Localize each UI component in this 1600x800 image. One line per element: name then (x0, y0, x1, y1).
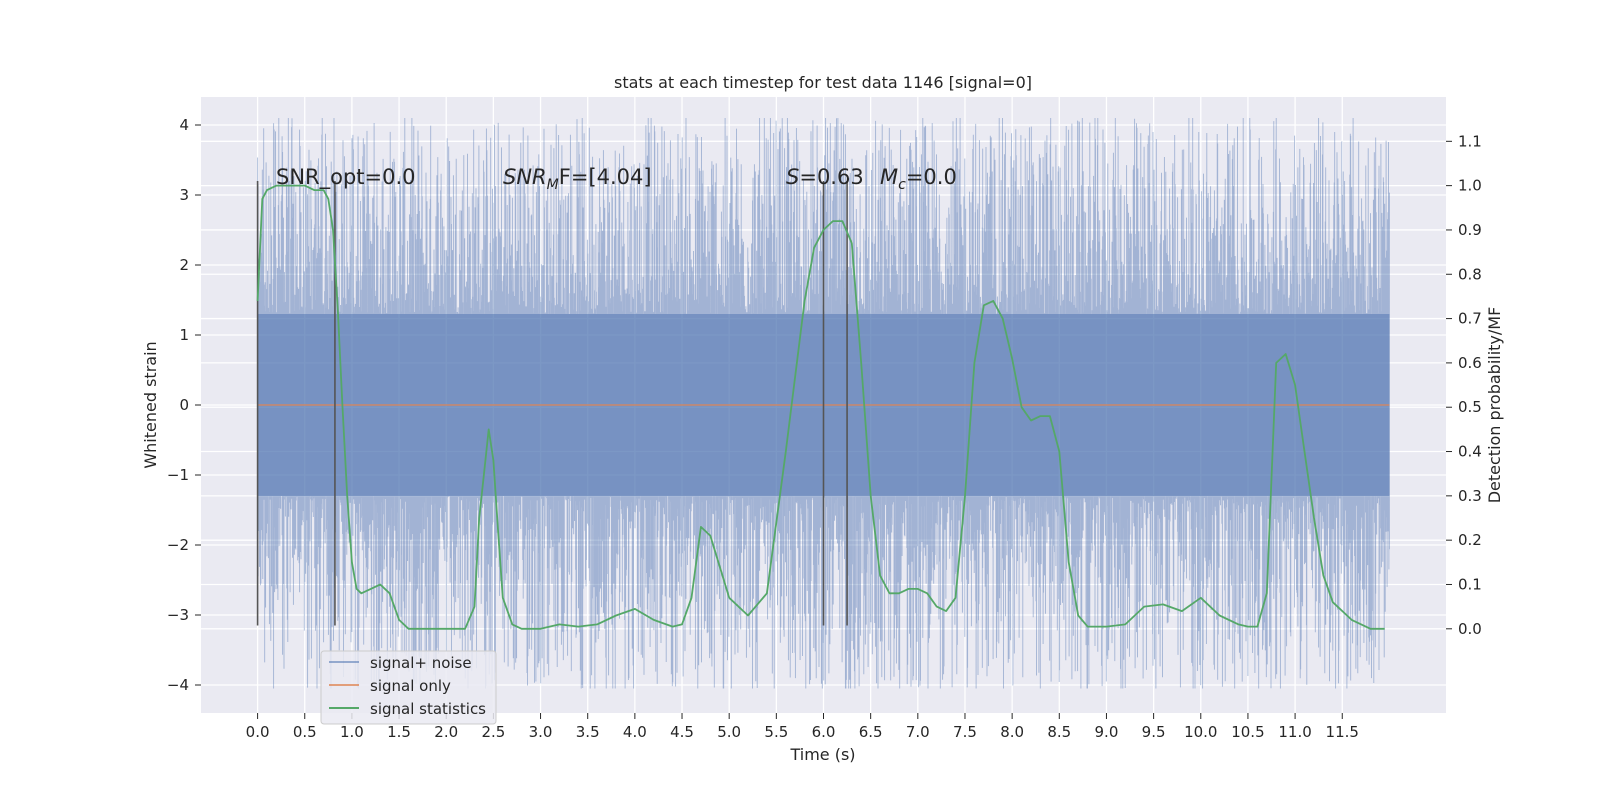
x-tick-label: 10.5 (1231, 723, 1264, 741)
x-tick-label: 9.5 (1142, 723, 1166, 741)
legend-box (320, 650, 497, 725)
signal-statistics-line (256, 184, 1385, 630)
series-signal-statistics (256, 184, 1385, 630)
annotation-mc-base: M (880, 165, 898, 189)
y2-tick-label: 0.2 (1458, 531, 1482, 549)
y2-tick-label: 0.7 (1458, 310, 1482, 328)
legend-label-signal: signal only (370, 677, 451, 695)
y2-tick-label: 1.1 (1458, 132, 1482, 150)
y2-tick-label: 0.8 (1458, 265, 1482, 283)
x-tick-label: 8.0 (1000, 723, 1024, 741)
annotation-mc-sub: c (898, 177, 906, 193)
legend: signal+ noise signal only signal statist… (320, 650, 497, 725)
y2-tick-label: 0.3 (1458, 487, 1482, 505)
y2-tick-label: 0.6 (1458, 354, 1482, 372)
x-tick-label: 3.0 (529, 723, 553, 741)
legend-label-stats: signal statistics (370, 700, 486, 718)
y2-tick-label: 1.0 (1458, 177, 1482, 195)
annotation-snr-opt: SNR_opt=0.0 (276, 165, 416, 190)
x-tick-label: 10.0 (1184, 723, 1217, 741)
y-tick-label: −2 (167, 536, 189, 554)
x-tick-label: 2.0 (434, 723, 458, 741)
y-tick-label: −3 (167, 606, 189, 624)
annotation-snr-mf-base: SNR (503, 165, 547, 189)
annotation-snr-mf-rest: F=[4.04] (559, 165, 652, 189)
x-tick-label: 2.5 (481, 723, 505, 741)
y-tick-label: 4 (179, 116, 189, 134)
x-tick-label: 0.5 (293, 723, 317, 741)
annotation-s-italic: S (786, 165, 799, 189)
x-tick-label: 5.5 (764, 723, 788, 741)
annotation-mc: Mc=0.0 (880, 165, 957, 193)
x-tick-label: 11.0 (1278, 723, 1311, 741)
y2-tick-label: 0.4 (1458, 443, 1482, 461)
x-tick-label: 4.0 (623, 723, 647, 741)
x-tick-label: 1.0 (340, 723, 364, 741)
y2-tick-label: 0.1 (1458, 575, 1482, 593)
legend-label-noise: signal+ noise (370, 654, 472, 672)
y-tick-label: −1 (167, 466, 189, 484)
x-tick-label: 8.5 (1047, 723, 1071, 741)
y-axis-label: Whitened strain (141, 341, 160, 468)
annotation-snr-mf-sub: M (547, 177, 559, 193)
y-tick-label: 2 (179, 256, 189, 274)
y-tick-label: 1 (179, 326, 189, 344)
y2-axis-label: Detection probability/MF (1485, 307, 1504, 504)
chart-title: stats at each timestep for test data 114… (614, 73, 1032, 92)
annotation-s: S=0.63 (786, 165, 864, 189)
annotation-s-rest: =0.63 (799, 165, 863, 189)
x-tick-label: 7.5 (953, 723, 977, 741)
annotation-snr-mf: SNRMF=[4.04] (503, 165, 652, 193)
x-axis-ticks: 0.0 0.5 1.0 1.5 2.0 2.5 3.0 3.5 4.0 4.5 5.0 5.5 6.0 6… (246, 713, 1359, 741)
x-tick-label: 3.5 (576, 723, 600, 741)
y2-tick-label: 0.9 (1458, 221, 1482, 239)
x-tick-label: 6.0 (812, 723, 836, 741)
x-tick-label: 11.5 (1326, 723, 1359, 741)
annotation-mc-rest: =0.0 (906, 165, 957, 189)
x-tick-label: 6.5 (859, 723, 883, 741)
y2-axis-ticks: 0.0 0.1 0.2 0.3 0.4 0.5 0.6 0.7 0.8 0.9 1.0 1.1 (1446, 132, 1482, 638)
y2-tick-label: 0.5 (1458, 398, 1482, 416)
x-tick-label: 1.5 (387, 723, 411, 741)
y-tick-label: 3 (179, 186, 189, 204)
y-tick-label: 0 (179, 396, 189, 414)
x-tick-label: 0.0 (246, 723, 270, 741)
x-tick-label: 9.0 (1095, 723, 1119, 741)
y-tick-label: −4 (167, 676, 189, 694)
x-axis-label: Time (s) (789, 745, 855, 764)
x-tick-label: 4.5 (670, 723, 694, 741)
y2-tick-label: 0.0 (1458, 620, 1482, 638)
x-tick-label: 7.0 (906, 723, 930, 741)
y-axis-ticks: −4 −3 −2 −1 0 1 2 3 4 (167, 116, 201, 694)
x-tick-label: 5.0 (717, 723, 741, 741)
